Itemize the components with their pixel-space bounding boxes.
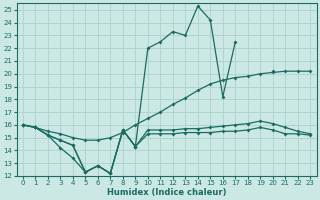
X-axis label: Humidex (Indice chaleur): Humidex (Indice chaleur): [107, 188, 226, 197]
